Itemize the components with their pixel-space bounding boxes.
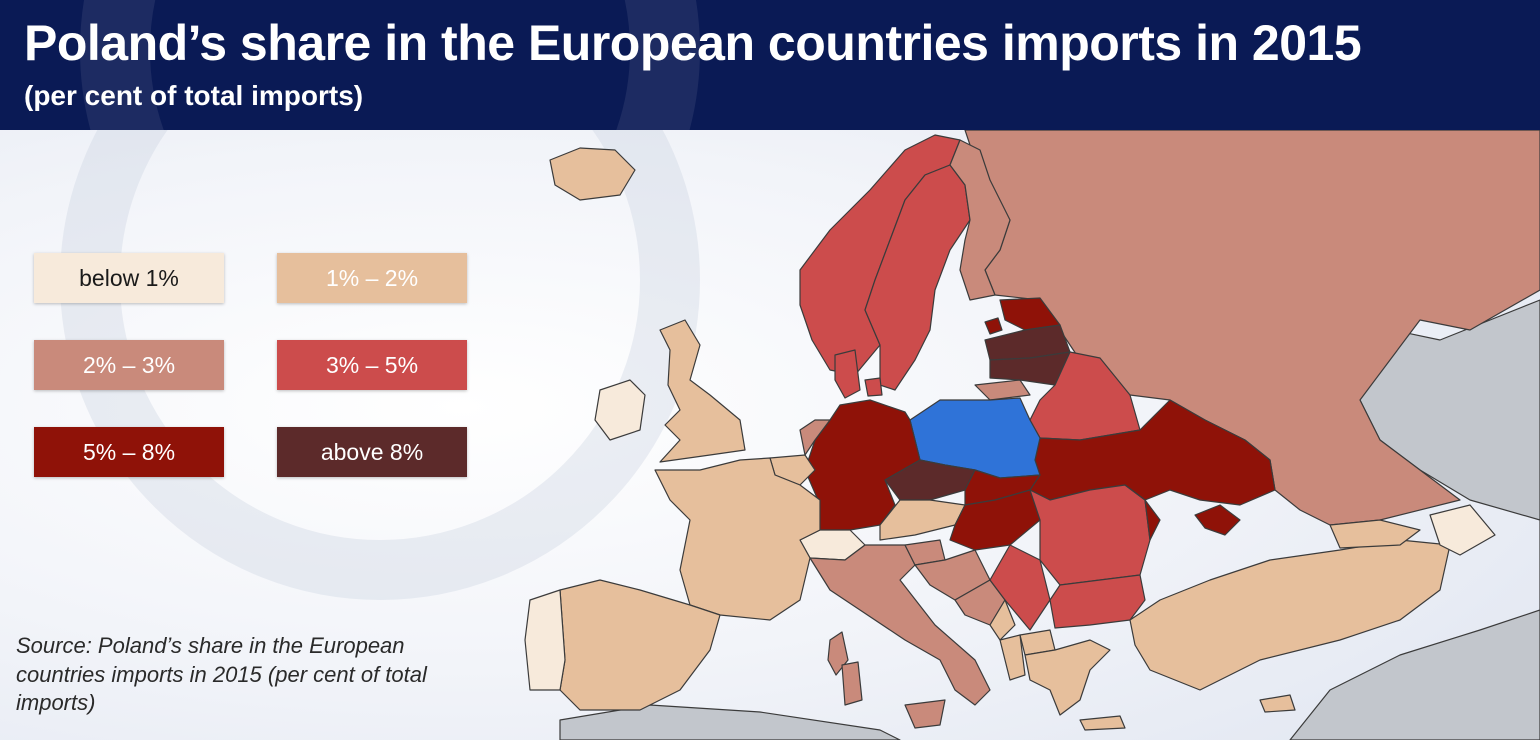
page-title: Poland’s share in the European countries… — [24, 15, 1362, 71]
country-ireland — [594, 379, 646, 441]
country-netherlands — [799, 419, 831, 456]
island-sardinia — [841, 661, 863, 706]
island-sicily — [904, 699, 946, 729]
source-note: Source: Poland’s share in the European c… — [16, 633, 427, 716]
legend-item-3-5: 3% – 5% — [277, 340, 467, 390]
header-bar: Poland’s share in the European countries… — [0, 0, 1540, 130]
page-subtitle: (per cent of total imports) — [24, 80, 364, 111]
country-iceland — [549, 147, 636, 201]
country-greece — [1024, 639, 1111, 716]
legend-item-1-2: 1% – 2% — [277, 253, 467, 303]
country-romania — [1029, 484, 1151, 586]
legend-label: 3% – 5% — [325, 351, 419, 378]
legend-label: 1% – 2% — [325, 264, 419, 291]
island-saaremaa — [984, 317, 1003, 335]
legend-item-below-1: below 1% — [34, 253, 224, 303]
region-crimea — [1194, 504, 1241, 536]
country-kaliningrad — [974, 379, 1031, 401]
country-bulgaria — [1049, 574, 1146, 629]
legend-item-2-3: 2% – 3% — [34, 340, 224, 390]
legend-item-above-8: above 8% — [277, 427, 467, 477]
country-france — [654, 457, 821, 621]
country-albania — [999, 634, 1026, 681]
country-denmark — [834, 349, 861, 399]
legend-label: 5% – 8% — [82, 438, 176, 465]
legend-label: below 1% — [79, 264, 179, 291]
header-swirl-decoration — [80, 0, 700, 130]
country-finland — [949, 139, 1011, 301]
legend-label: above 8% — [320, 438, 424, 465]
country-armenia — [1429, 504, 1496, 556]
island-cyprus — [1259, 694, 1296, 713]
country-uk — [659, 319, 746, 463]
country-turkey — [1129, 539, 1451, 691]
island-crete — [1079, 715, 1126, 731]
country-moldova — [1124, 484, 1161, 541]
island-zealand — [864, 377, 883, 397]
country-portugal — [524, 589, 566, 691]
legend-label: 2% – 3% — [82, 351, 176, 378]
country-georgia — [1329, 519, 1421, 549]
legend-item-5-8: 5% – 8% — [34, 427, 224, 477]
country-italy — [809, 544, 991, 706]
country-montenegro — [989, 599, 1016, 641]
europe-map — [524, 130, 1540, 740]
